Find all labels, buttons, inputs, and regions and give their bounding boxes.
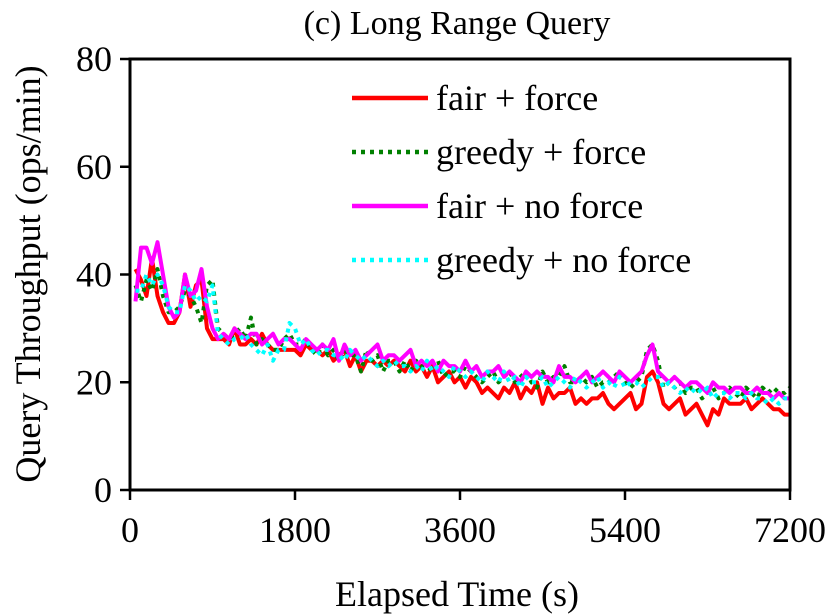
x-tick-label: 5400	[589, 510, 661, 550]
x-axis-title: Elapsed Time (s)	[335, 574, 579, 614]
y-tick-label: 80	[76, 39, 112, 79]
legend: fair + force greedy + force fair + no forc…	[352, 78, 691, 280]
series-line-fair-force	[133, 256, 790, 428]
legend-label: fair + no force	[436, 186, 643, 226]
y-tick-label: 40	[76, 255, 112, 295]
y-axis-title: Query Throughput (ops/min)	[8, 65, 48, 482]
x-tick-label: 3600	[424, 510, 496, 550]
chart-title: (c) Long Range Query	[304, 5, 611, 42]
x-tick-label: 0	[121, 510, 139, 550]
series-line-greedy-no-force	[135, 272, 790, 406]
legend-label: fair + force	[436, 78, 598, 118]
y-tick-label: 20	[76, 362, 112, 402]
y-tick-label: 0	[94, 470, 112, 510]
series-line-fair-no-force	[133, 240, 790, 401]
legend-label: greedy + no force	[436, 240, 691, 280]
legend-label: greedy + force	[436, 132, 646, 172]
y-tick-label: 60	[76, 147, 112, 187]
series-layer	[133, 240, 792, 428]
x-tick-label: 1800	[259, 510, 331, 550]
ticks-layer: 0 1800 3600 5400 7200 0 20 40 60 80	[76, 39, 826, 550]
x-tick-label: 7200	[754, 510, 826, 550]
